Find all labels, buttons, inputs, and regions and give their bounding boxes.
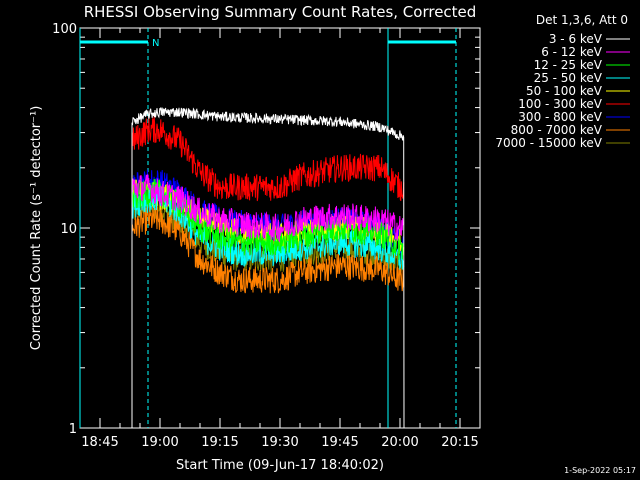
x-tick-label: 19:15 xyxy=(201,435,238,450)
x-tick-label: 18:45 xyxy=(81,435,118,450)
x-tick-label: 20:00 xyxy=(381,435,418,450)
interval-label: N xyxy=(152,38,159,49)
legend-label: 7000 - 15000 keV xyxy=(495,136,602,150)
legend-label: 100 - 300 keV xyxy=(518,97,602,111)
chart-title: RHESSI Observing Summary Count Rates, Co… xyxy=(84,3,477,21)
y-tick-label: 10 xyxy=(60,222,77,237)
legend-label: 3 - 6 keV xyxy=(549,32,603,46)
x-tick-label: 19:30 xyxy=(261,435,298,450)
series-line xyxy=(131,107,405,429)
x-tick-label: 19:00 xyxy=(141,435,178,450)
x-tick-label: 19:45 xyxy=(321,435,358,450)
series-line xyxy=(131,206,405,428)
series-line xyxy=(131,178,405,428)
plot-area: 1 10 100 18:45 19:00 19:15 19:30 19:45 20:00 20:1… xyxy=(52,22,481,450)
series-line xyxy=(131,116,405,428)
legend-header: Det 1,3,6, Att 0 xyxy=(536,13,628,27)
legend-label: 6 - 12 keV xyxy=(541,45,603,59)
x-tick-label: 20:15 xyxy=(441,435,478,450)
y-axis-label: Corrected Count Rate (s⁻¹ detector⁻¹) xyxy=(29,106,44,351)
legend-label: 300 - 800 keV xyxy=(518,110,602,124)
legend-label: 12 - 25 keV xyxy=(534,58,603,72)
x-axis-label: Start Time (09-Jun-17 18:40:02) xyxy=(176,458,384,473)
series-line xyxy=(131,174,405,428)
y-tick-label: 100 xyxy=(52,22,77,37)
legend-label: 800 - 7000 keV xyxy=(511,123,603,137)
timestamp: 1-Sep-2022 05:17 xyxy=(564,466,636,475)
legend-label: 25 - 50 keV xyxy=(534,71,603,85)
legend-label: 50 - 100 keV xyxy=(526,84,603,98)
y-tick-label: 1 xyxy=(69,422,77,437)
